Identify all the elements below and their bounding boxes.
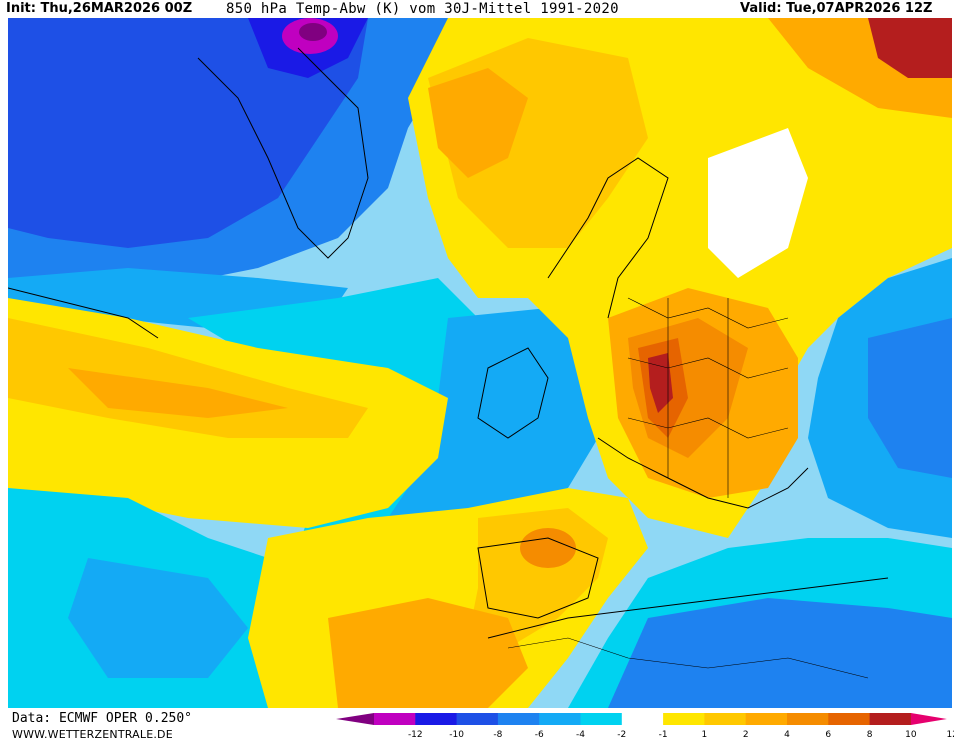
legend-tick-label: 1	[702, 730, 708, 740]
color-legend: -12-10-8-6-4-2-1124681012	[334, 710, 954, 740]
legend-tick-labels: -12-10-8-6-4-2-1124681012	[408, 730, 954, 740]
legend-swatches	[336, 713, 947, 725]
legend-tick-label: 10	[905, 730, 917, 740]
legend-tick-label: -8	[493, 730, 502, 740]
legend-swatch	[828, 713, 871, 725]
legend-tick-label: 2	[743, 730, 749, 740]
warm-anomaly-sahara	[328, 598, 528, 708]
legend-swatch	[869, 713, 912, 725]
country-borders	[507, 297, 869, 679]
title-bar: Init: Thu,26MAR2026 00Z 850 hPa Temp-Abw…	[0, 0, 959, 18]
data-source-label: Data: ECMWF OPER 0.250°	[12, 711, 193, 726]
legend-arrow-above	[910, 713, 947, 725]
warm-anomaly-germany-max	[648, 353, 673, 413]
legend-swatch	[621, 713, 664, 725]
legend-swatch	[539, 713, 581, 725]
warm-core-iberia	[520, 528, 576, 568]
legend-tick-label: -2	[617, 730, 626, 740]
legend-swatch	[415, 713, 458, 725]
legend-swatch	[497, 713, 540, 725]
white-zone-baltic	[708, 128, 808, 278]
legend-swatch	[787, 713, 829, 725]
cold-anomaly-southeast-core	[608, 598, 952, 708]
legend-canvas: -12-10-8-6-4-2-1124681012	[336, 713, 954, 740]
legend-swatch	[456, 713, 499, 725]
map-canvas	[8, 18, 952, 708]
legend-arrow-below	[336, 713, 374, 725]
warm-anomaly-atlantic-peak	[68, 368, 288, 418]
map-title: 850 hPa Temp-Abw (K) vom 30J-Mittel 1991…	[226, 1, 619, 17]
cold-anomaly-east-europe-core	[868, 318, 952, 478]
legend-swatch	[374, 713, 416, 725]
legend-tick-label: -6	[535, 730, 544, 740]
warm-anomaly-arctic-core	[868, 18, 952, 78]
cold-anomaly-greenland	[8, 18, 368, 248]
init-time-label: Init: Thu,26MAR2026 00Z	[6, 1, 193, 16]
cold-anomaly-azores	[68, 558, 248, 678]
legend-tick-label: -4	[576, 730, 585, 740]
legend-tick-label: 8	[867, 730, 873, 740]
legend-swatch	[745, 713, 788, 725]
legend-swatch	[663, 713, 705, 725]
legend-swatch	[580, 713, 623, 725]
legend-tick-label: 6	[825, 730, 831, 740]
legend-tick-label: 12	[946, 730, 954, 740]
legend-tick-label: -10	[449, 730, 464, 740]
legend-tick-label: -1	[659, 730, 668, 740]
warm-anomaly-norway	[428, 68, 528, 178]
site-url: WWW.WETTERZENTRALE.DE	[12, 728, 173, 741]
legend-tick-label: -12	[408, 730, 423, 740]
valid-time-label: Valid: Tue,07APR2026 12Z	[740, 1, 933, 16]
footer: Data: ECMWF OPER 0.250° WWW.WETTERZENTRA…	[0, 708, 959, 741]
legend-tick-label: 4	[784, 730, 790, 740]
cold-core-north-pole-inner	[299, 23, 327, 41]
legend-swatch	[704, 713, 747, 725]
coastlines	[8, 47, 889, 639]
temperature-anomaly-map	[8, 18, 952, 708]
